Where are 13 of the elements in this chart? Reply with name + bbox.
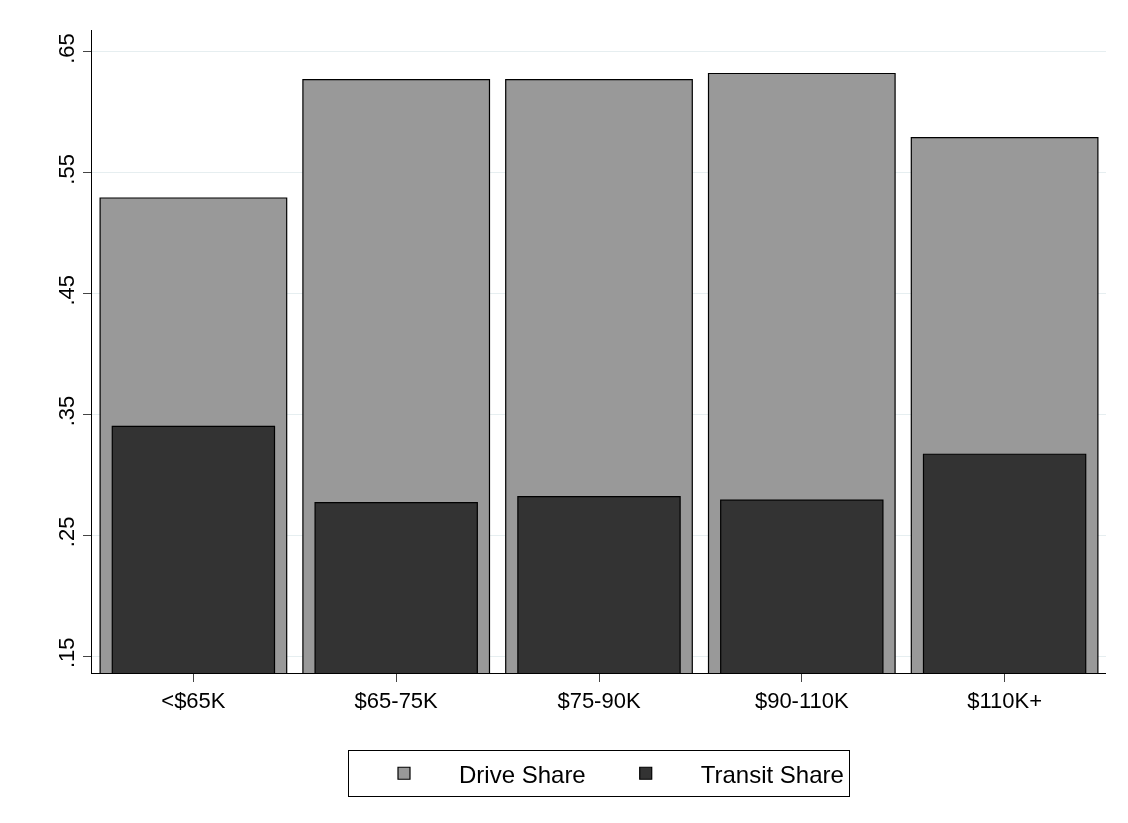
y-tick-label: .35 bbox=[54, 395, 80, 427]
x-tick-label: <$65K bbox=[161, 688, 226, 714]
x-tick-label: $75-90K bbox=[557, 688, 641, 714]
y-tick-label: .45 bbox=[54, 274, 80, 306]
legend-label: Drive Share bbox=[459, 760, 586, 788]
y-tick-label: .15 bbox=[54, 637, 80, 669]
x-tick-label: $110K+ bbox=[967, 688, 1043, 714]
y-tick-label: .65 bbox=[54, 33, 80, 64]
y-tick-label: .55 bbox=[54, 154, 80, 185]
legend-label: Transit Share bbox=[700, 760, 844, 788]
y-tick-label: .25 bbox=[54, 516, 80, 548]
x-tick-label: $65-75K bbox=[354, 688, 439, 714]
x-tick-label: $90-110K bbox=[754, 688, 850, 714]
